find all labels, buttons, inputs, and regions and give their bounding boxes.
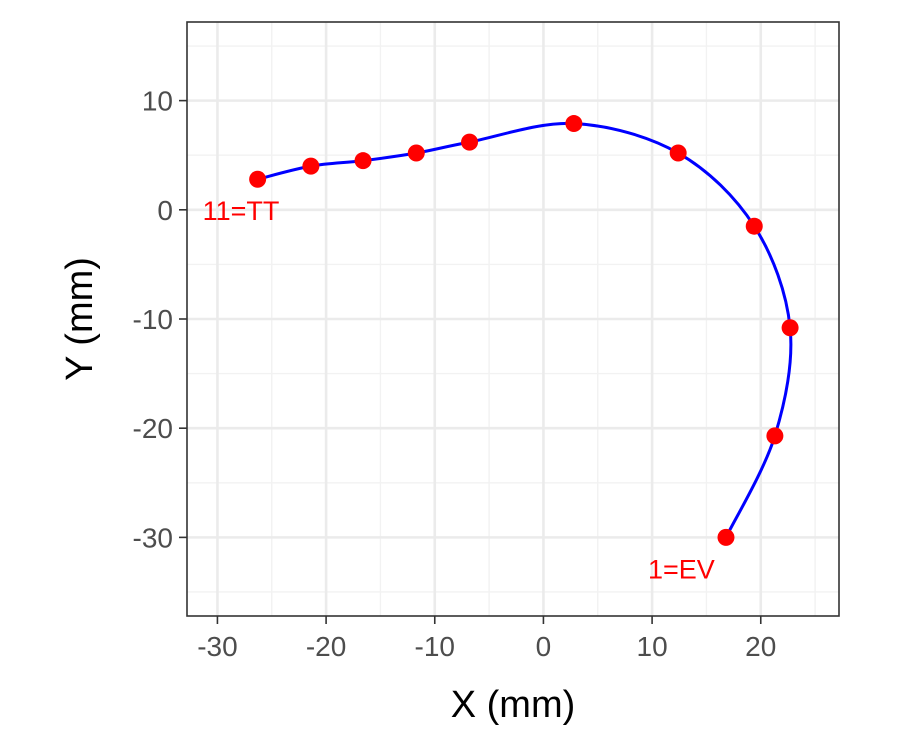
data-point <box>565 115 583 133</box>
x-tick-label: -10 <box>415 631 455 662</box>
x-tick-label: 20 <box>745 631 776 662</box>
y-axis-title: Y (mm) <box>59 257 101 381</box>
y-tick-label: 10 <box>142 86 173 117</box>
data-point <box>766 427 784 445</box>
y-tick-label: 0 <box>157 195 173 226</box>
x-tick-label: -20 <box>306 631 346 662</box>
y-axis: 10 0 -10 -20 -30 <box>133 86 187 553</box>
x-axis: -30 -20 -10 0 10 20 <box>197 616 776 662</box>
y-tick-label: -20 <box>133 413 173 444</box>
data-point <box>717 528 735 546</box>
data-point <box>745 217 763 235</box>
data-point <box>461 133 479 151</box>
data-point <box>354 152 372 170</box>
x-tick-label: 0 <box>536 631 552 662</box>
data-point <box>407 144 425 162</box>
annotations: 1=EV 11=TT <box>203 196 715 584</box>
x-axis-title: X (mm) <box>451 684 576 726</box>
point-annotation: 1=EV <box>648 554 715 584</box>
data-point <box>669 144 687 162</box>
y-tick-label: -10 <box>133 304 173 335</box>
point-annotation: 11=TT <box>203 196 280 226</box>
data-point <box>781 319 799 337</box>
x-tick-label: -30 <box>197 631 237 662</box>
plot-area: 1=EV 11=TT <box>186 21 840 617</box>
data-point <box>302 157 320 175</box>
y-tick-label: -30 <box>133 522 173 553</box>
grid-minor <box>187 22 839 616</box>
x-tick-label: 10 <box>637 631 668 662</box>
data-point <box>249 170 267 188</box>
series-points <box>249 115 799 546</box>
